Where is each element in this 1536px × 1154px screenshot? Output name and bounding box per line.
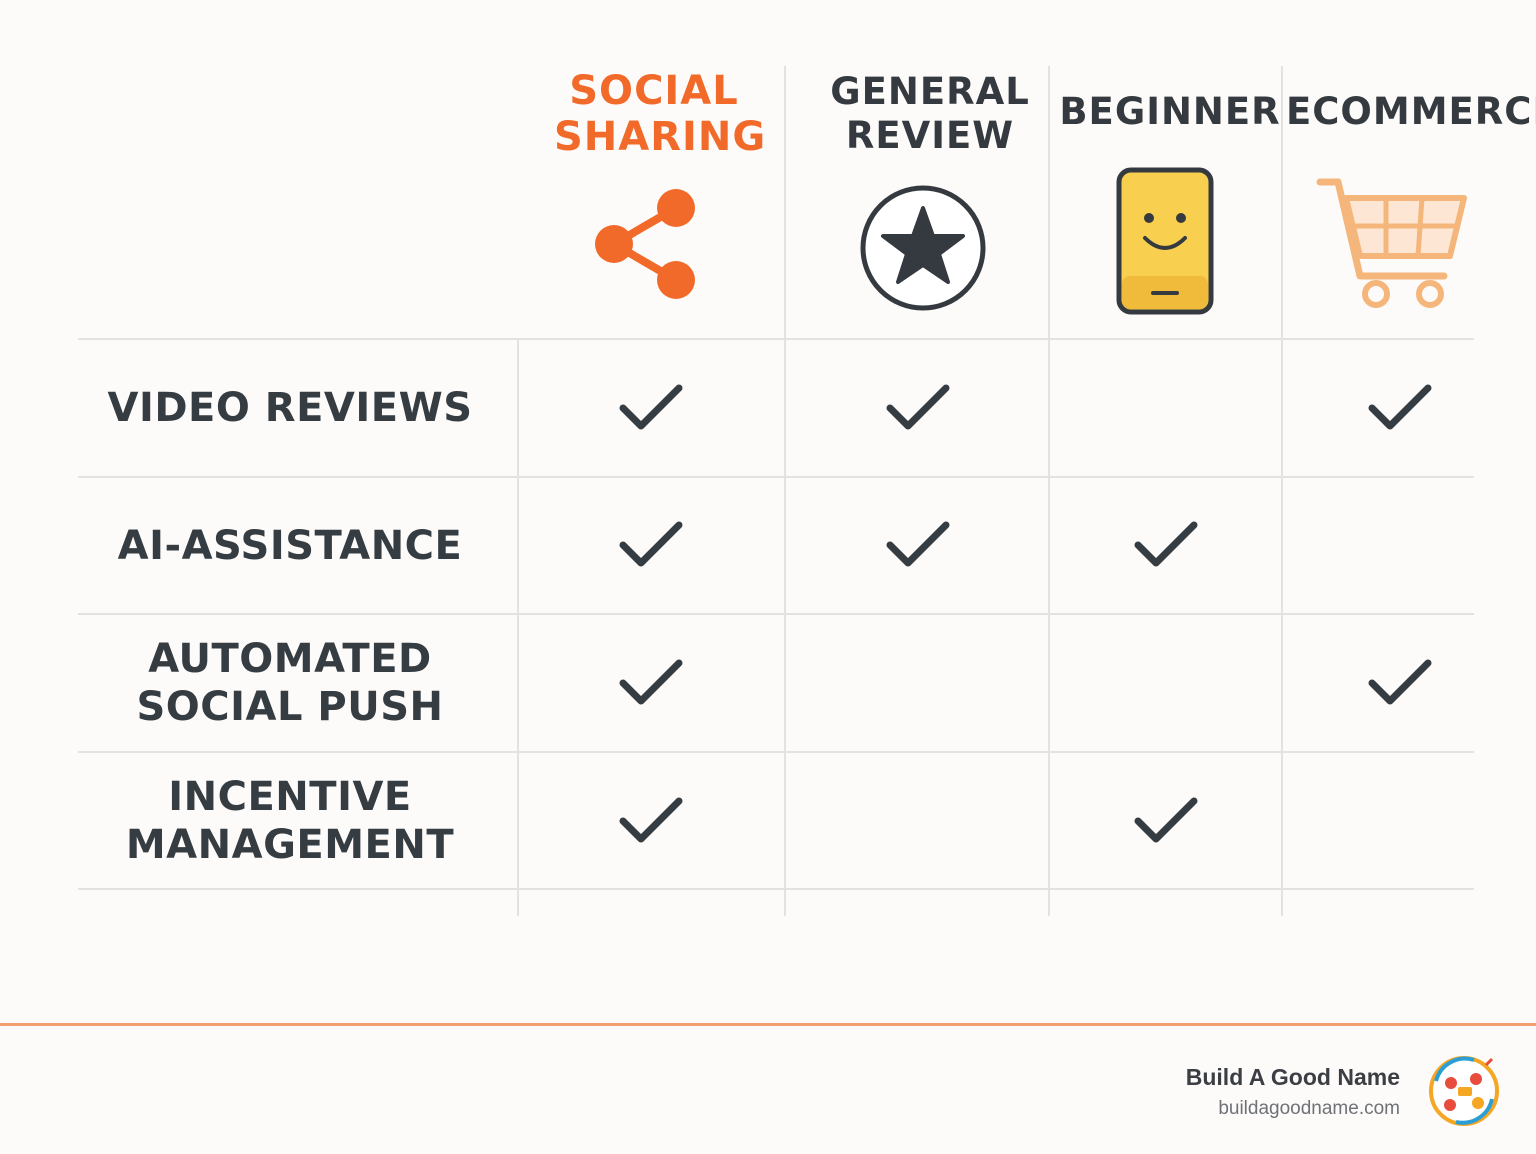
grid-hline: [78, 476, 1474, 478]
brand-name: Build A Good Name: [1185, 1064, 1400, 1090]
brand-url: buildagoodname.com: [1218, 1098, 1400, 1119]
column-label: GENERAL REVIEW: [830, 70, 1030, 157]
smiley-phone-icon: [1115, 166, 1215, 320]
row-label-ai-assistance: AI-ASSISTANCE: [117, 522, 463, 569]
grid-vline: [517, 340, 519, 916]
grid-hline: [78, 613, 1474, 615]
check-mark-icon: [884, 517, 954, 573]
check-mark-icon: [884, 380, 954, 436]
grid-vline: [1281, 66, 1283, 916]
column-label: ECOMMERCE: [1286, 90, 1536, 133]
column-label: SOCIAL SHARING: [554, 68, 767, 160]
row-label-video-reviews: VIDEO REVIEWS: [107, 385, 473, 431]
check-mark-icon: [617, 793, 687, 849]
check-mark-icon: [1366, 380, 1436, 436]
check-mark-icon: [1366, 655, 1436, 711]
share-icon: [590, 186, 700, 308]
check-mark-icon: [617, 655, 687, 711]
brand-logo-icon: [1426, 1053, 1502, 1129]
check-mark-icon: [1132, 517, 1202, 573]
column-header-general-review: GENERAL REVIEW: [800, 70, 1060, 158]
grid-hline: [78, 751, 1474, 753]
grid-hline: [78, 888, 1474, 890]
column-label: BEGINNER: [1059, 90, 1281, 133]
grid-vline: [784, 66, 786, 916]
column-header-ecommerce: ECOMMERCE: [1286, 90, 1536, 134]
check-mark-icon: [617, 380, 687, 436]
row-label-automated-social-push: AUTOMATED SOCIAL PUSH: [136, 636, 444, 730]
grid-vline: [1048, 66, 1050, 916]
column-header-beginner: BEGINNER: [1052, 90, 1288, 134]
star-circle-icon: [857, 182, 989, 318]
check-mark-icon: [617, 517, 687, 573]
column-header-social-sharing: SOCIAL SHARING: [520, 68, 788, 160]
footer-divider: [0, 1023, 1536, 1026]
check-mark-icon: [1132, 793, 1202, 849]
grid-hline: [78, 338, 1474, 340]
row-label-incentive-management: INCENTIVE MANAGEMENT: [125, 773, 455, 868]
shopping-cart-icon: [1316, 176, 1472, 314]
